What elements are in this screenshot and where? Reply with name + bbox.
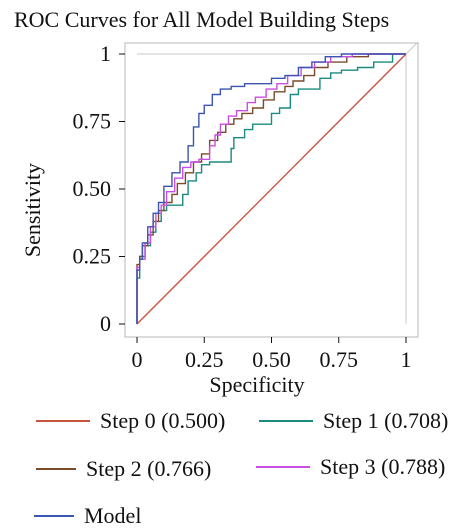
y-tick-label: 0.25 [73,244,112,269]
legend-label: Step 0 (0.500) [100,408,226,433]
legend-label: Step 2 (0.766) [86,456,212,481]
x-tick-label: 0 [132,347,143,372]
legend-label: Step 1 (0.708) [323,408,449,433]
legend-swatch [36,468,76,470]
x-axis-label: Specificity [209,372,304,397]
x-tick-label: 0.25 [185,347,224,372]
legend-swatch [36,420,90,422]
chart-title: ROC Curves for All Model Building Steps [14,7,389,32]
roc-chart: ROC Curves for All Model Building Steps … [14,7,419,397]
x-tick-label: 1 [401,347,412,372]
series-line-4 [136,53,406,324]
reference-line-diagonal-extension [405,41,419,55]
series-line-0 [136,53,407,325]
legend-swatch [256,466,310,468]
legend-item-3: Step 3 (0.788) [256,454,445,480]
y-tick-label: 0.75 [73,109,112,134]
x-tick-label: 0.50 [252,347,291,372]
series-line-3 [136,53,406,324]
x-axis: 0 0.25 0.50 0.75 1 [132,337,412,372]
y-tick-label: 1 [100,41,111,66]
legend-item-4: Model [34,503,141,529]
y-axis: 0 0.25 0.50 0.75 1 [73,41,125,336]
y-tick-label: 0.50 [73,176,112,201]
legend-item-0: Step 0 (0.500) [36,408,225,434]
x-tick-label: 0.75 [320,347,359,372]
y-tick-label: 0 [100,311,111,336]
legend-item-1: Step 1 (0.708) [259,408,448,434]
legend-swatch [34,515,74,517]
series-layer [136,53,407,325]
y-axis-label: Sensitivity [20,163,45,257]
legend-label: Model [84,503,142,528]
legend-label: Step 3 (0.788) [320,454,446,479]
legend-swatch [259,420,313,422]
series-line-2 [136,53,406,324]
chart-legend: Step 0 (0.500) Step 1 (0.708) Step 2 (0.76… [0,398,470,528]
series-line-1 [136,53,406,324]
legend-item-2: Step 2 (0.766) [36,456,211,482]
